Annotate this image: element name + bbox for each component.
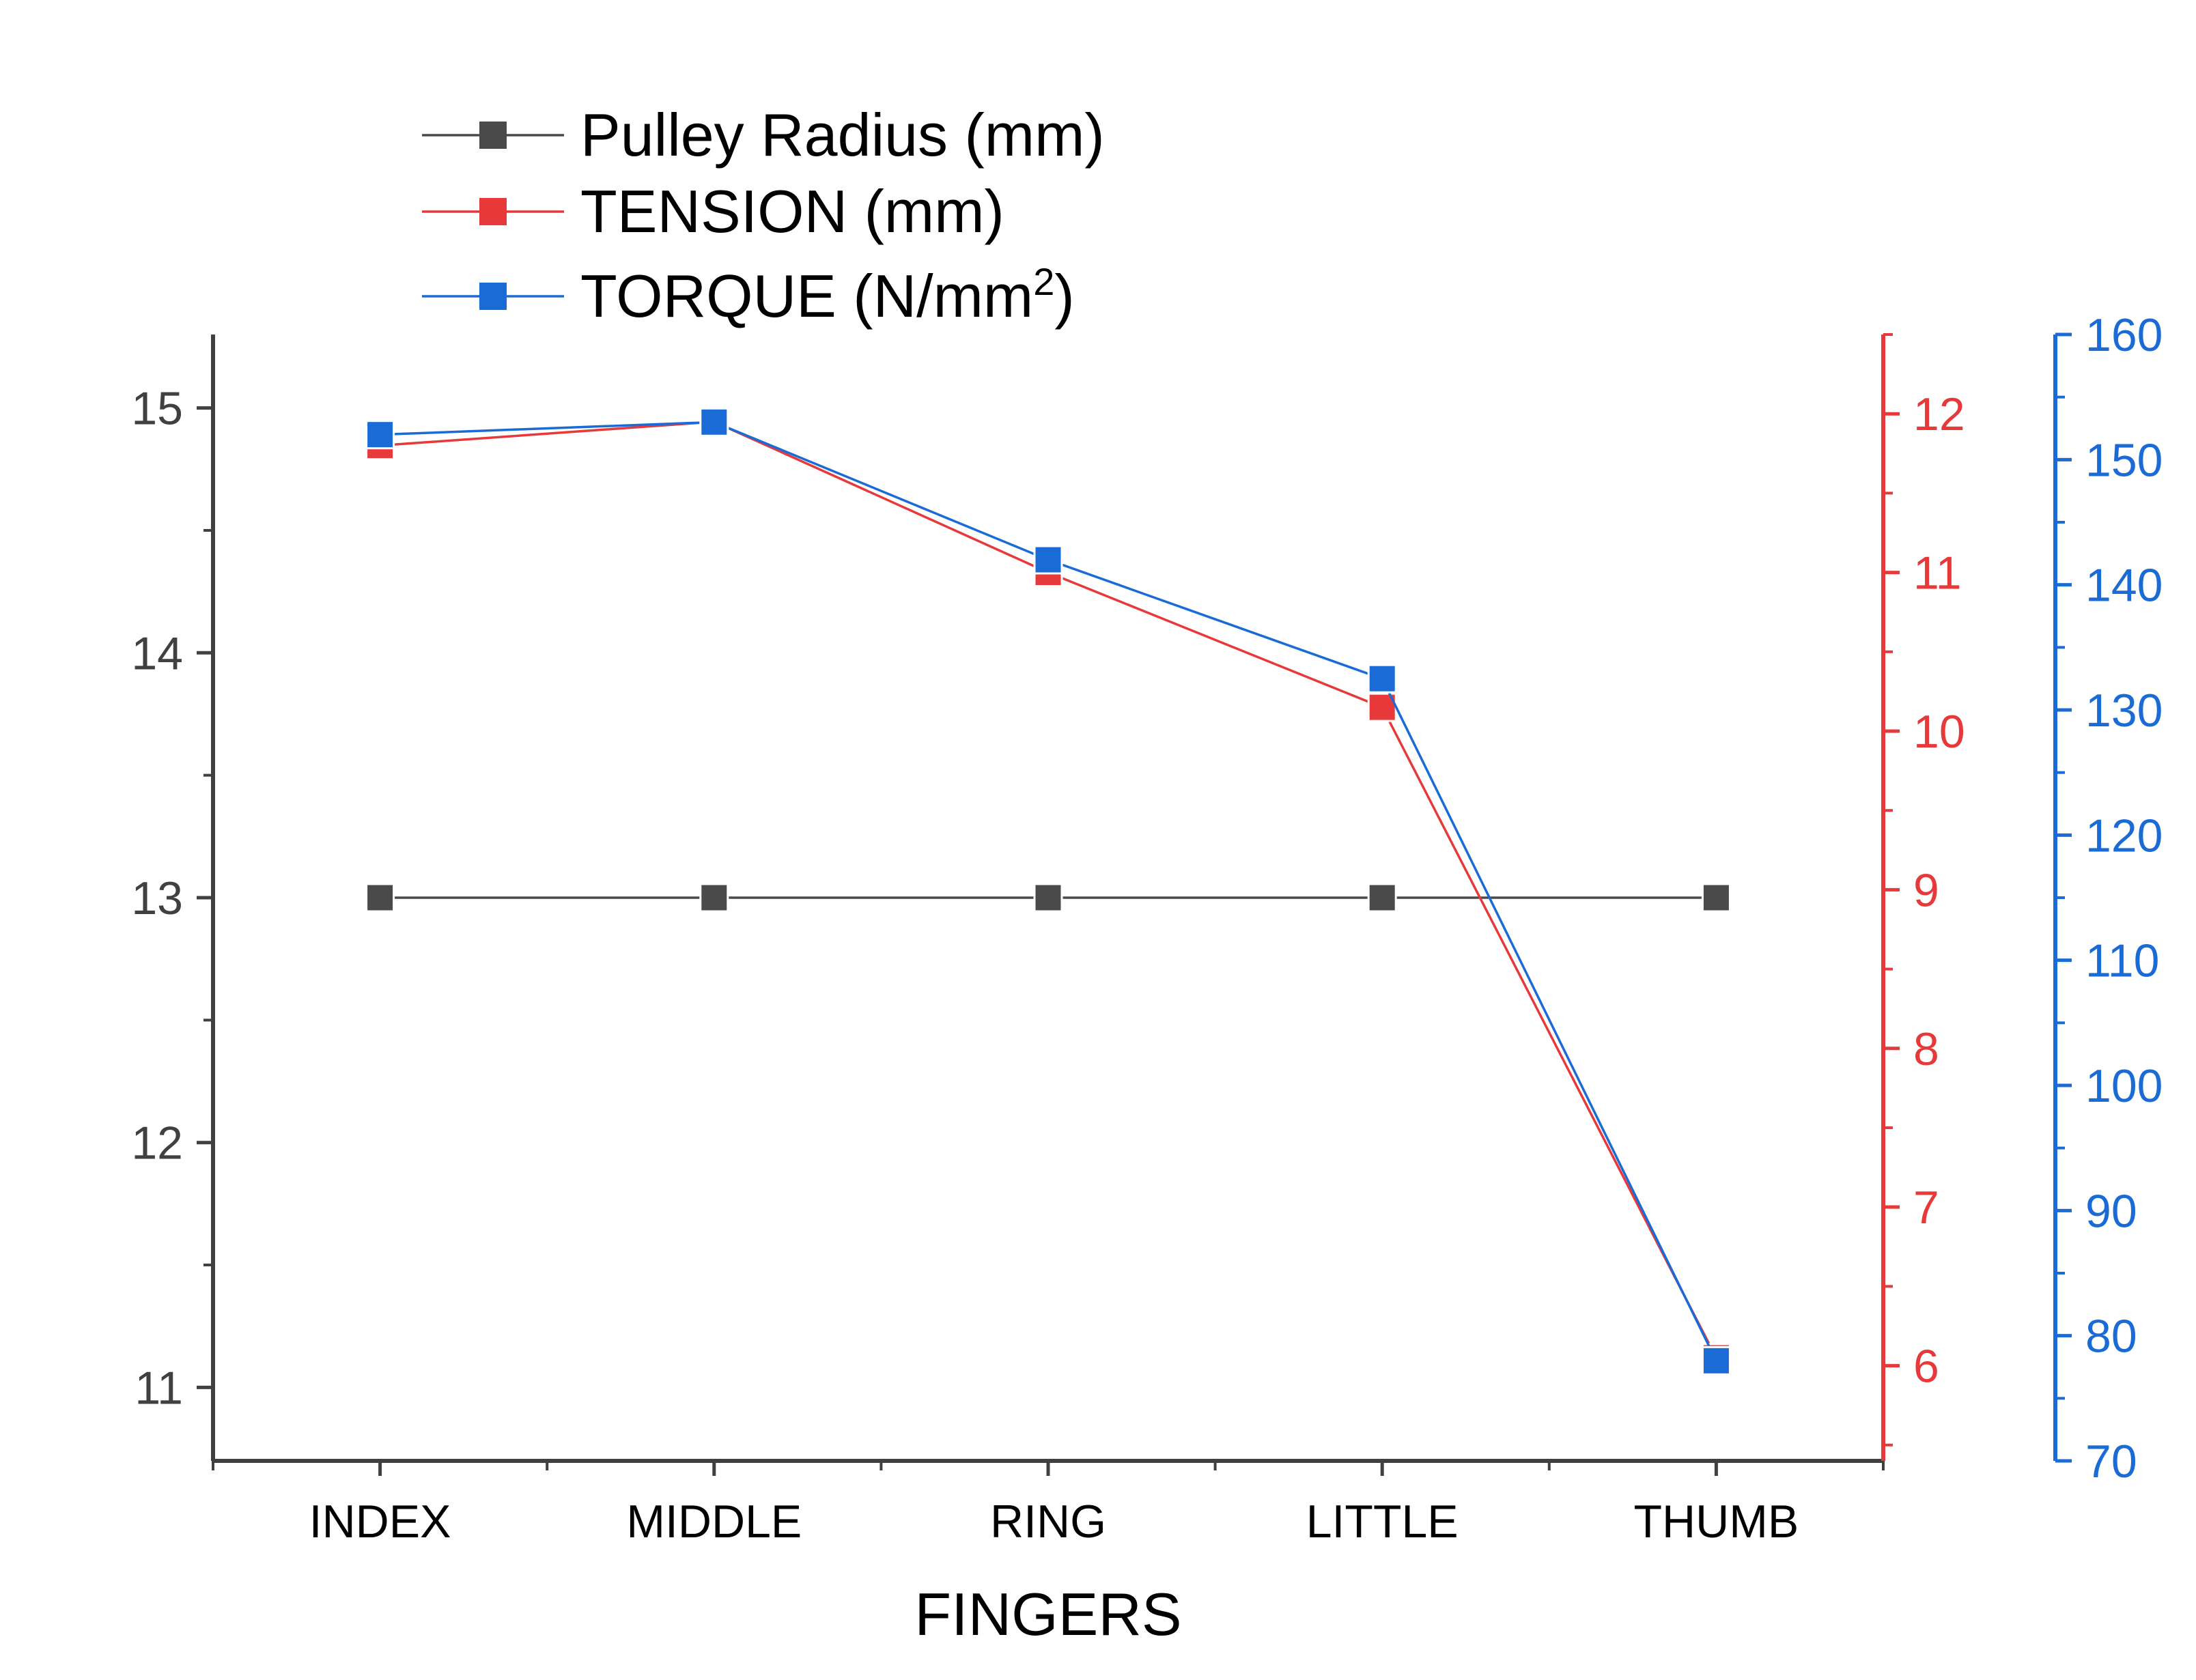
x-tick-label: LITTLE: [1306, 1496, 1459, 1548]
far-right-y-axis-tick-label: 110: [2085, 935, 2159, 987]
data-point: [1033, 545, 1063, 575]
far-right-y-axis-tick-label: 80: [2085, 1311, 2137, 1363]
legend-entry-0: Pulley Radius (mm): [422, 101, 1105, 169]
far-right-y-axis-tick-label: 100: [2085, 1060, 2163, 1112]
data-point: [365, 420, 395, 450]
data-point: [699, 883, 729, 913]
data-point: [699, 407, 729, 437]
legend-entry-1: TENSION (mm): [422, 177, 1004, 245]
right-y-axis-tick-label: 12: [1913, 388, 1965, 440]
legend: Pulley Radius (mm) TENSION (mm) TORQUE (N/…: [422, 101, 1105, 330]
data-point: [1701, 1346, 1731, 1376]
series-0: [365, 883, 1731, 913]
x-tick-label: RING: [990, 1496, 1106, 1548]
left-y-axis-tick-label: 12: [131, 1117, 183, 1169]
data-point: [365, 883, 395, 913]
right-y-axis-tick-label: 7: [1913, 1182, 1939, 1234]
right-y-axis-tick-label: 9: [1913, 864, 1939, 916]
x-tick-label: MIDDLE: [626, 1496, 802, 1548]
right-y-axis-tick-label: 6: [1913, 1341, 1939, 1393]
data-point: [1367, 664, 1397, 694]
far-right-y-axis-tick-label: 160: [2085, 309, 2163, 361]
far-right-y-axis-tick-label: 130: [2085, 685, 2163, 737]
axes-layer: INDEX MIDDLE RING LITTLE THUMB 11 12 13 14 15 6 7 8 9…: [131, 309, 2163, 1548]
data-point: [1033, 883, 1063, 913]
left-y-axis-tick-label: 13: [131, 872, 183, 924]
legend-marker: [479, 283, 507, 310]
left-y-axis-tick-label: 14: [131, 627, 183, 679]
data-point: [1367, 692, 1397, 722]
left-y-axis-tick-label: 11: [135, 1362, 183, 1414]
data-point: [1701, 883, 1731, 913]
legend-label: TENSION (mm): [580, 177, 1004, 245]
far-right-y-axis-tick-label: 70: [2085, 1436, 2137, 1487]
far-right-y-axis-tick-label: 150: [2085, 434, 2163, 486]
far-right-y-axis-tick-label: 90: [2085, 1185, 2137, 1237]
data-point: [1367, 883, 1397, 913]
far-right-y-axis-tick-label: 140: [2085, 560, 2163, 612]
series-layer: [365, 407, 1731, 1376]
x-axis-title: FINGERS: [914, 1580, 1181, 1648]
legend-label: TORQUE (N/mm2): [580, 260, 1075, 330]
x-tick-label: THUMB: [1634, 1496, 1799, 1548]
far-right-y-axis-tick-label: 120: [2085, 810, 2163, 862]
series-2: [365, 407, 1731, 1376]
right-y-axis-tick-label: 8: [1913, 1023, 1939, 1075]
legend-marker: [479, 198, 507, 225]
legend-label: Pulley Radius (mm): [580, 101, 1105, 169]
legend-marker: [479, 122, 507, 149]
left-y-axis-tick-label: 15: [131, 383, 183, 435]
legend-entry-2: TORQUE (N/mm2): [422, 260, 1075, 330]
right-y-axis-tick-label: 11: [1913, 547, 1962, 599]
right-y-axis-tick-label: 10: [1913, 706, 1965, 758]
x-tick-label: INDEX: [309, 1496, 451, 1548]
